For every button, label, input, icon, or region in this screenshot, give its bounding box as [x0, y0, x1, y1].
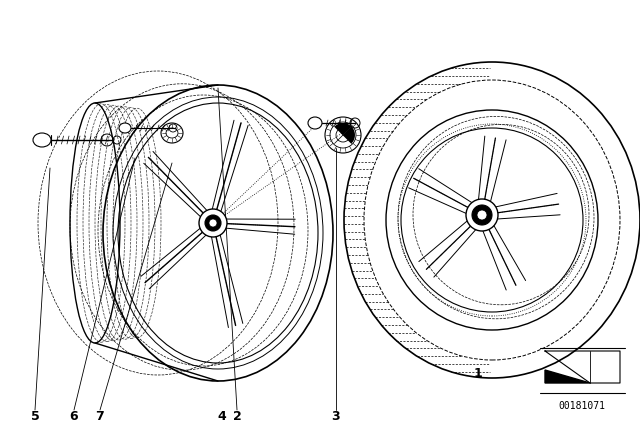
- Text: 3: 3: [332, 409, 340, 422]
- Polygon shape: [335, 123, 351, 135]
- Ellipse shape: [33, 133, 51, 147]
- Text: 2: 2: [232, 409, 241, 422]
- Polygon shape: [343, 126, 355, 143]
- Text: 1: 1: [474, 366, 483, 379]
- Text: 4: 4: [218, 409, 227, 422]
- Text: 00181071: 00181071: [559, 401, 605, 411]
- Ellipse shape: [466, 199, 498, 231]
- Polygon shape: [545, 370, 590, 383]
- Text: 7: 7: [95, 409, 104, 422]
- Text: 5: 5: [31, 409, 40, 422]
- Ellipse shape: [477, 210, 487, 220]
- Ellipse shape: [308, 117, 322, 129]
- Ellipse shape: [209, 219, 217, 227]
- Text: 6: 6: [70, 409, 78, 422]
- Ellipse shape: [199, 209, 227, 237]
- Ellipse shape: [472, 205, 492, 225]
- Ellipse shape: [205, 215, 221, 231]
- Ellipse shape: [119, 123, 131, 133]
